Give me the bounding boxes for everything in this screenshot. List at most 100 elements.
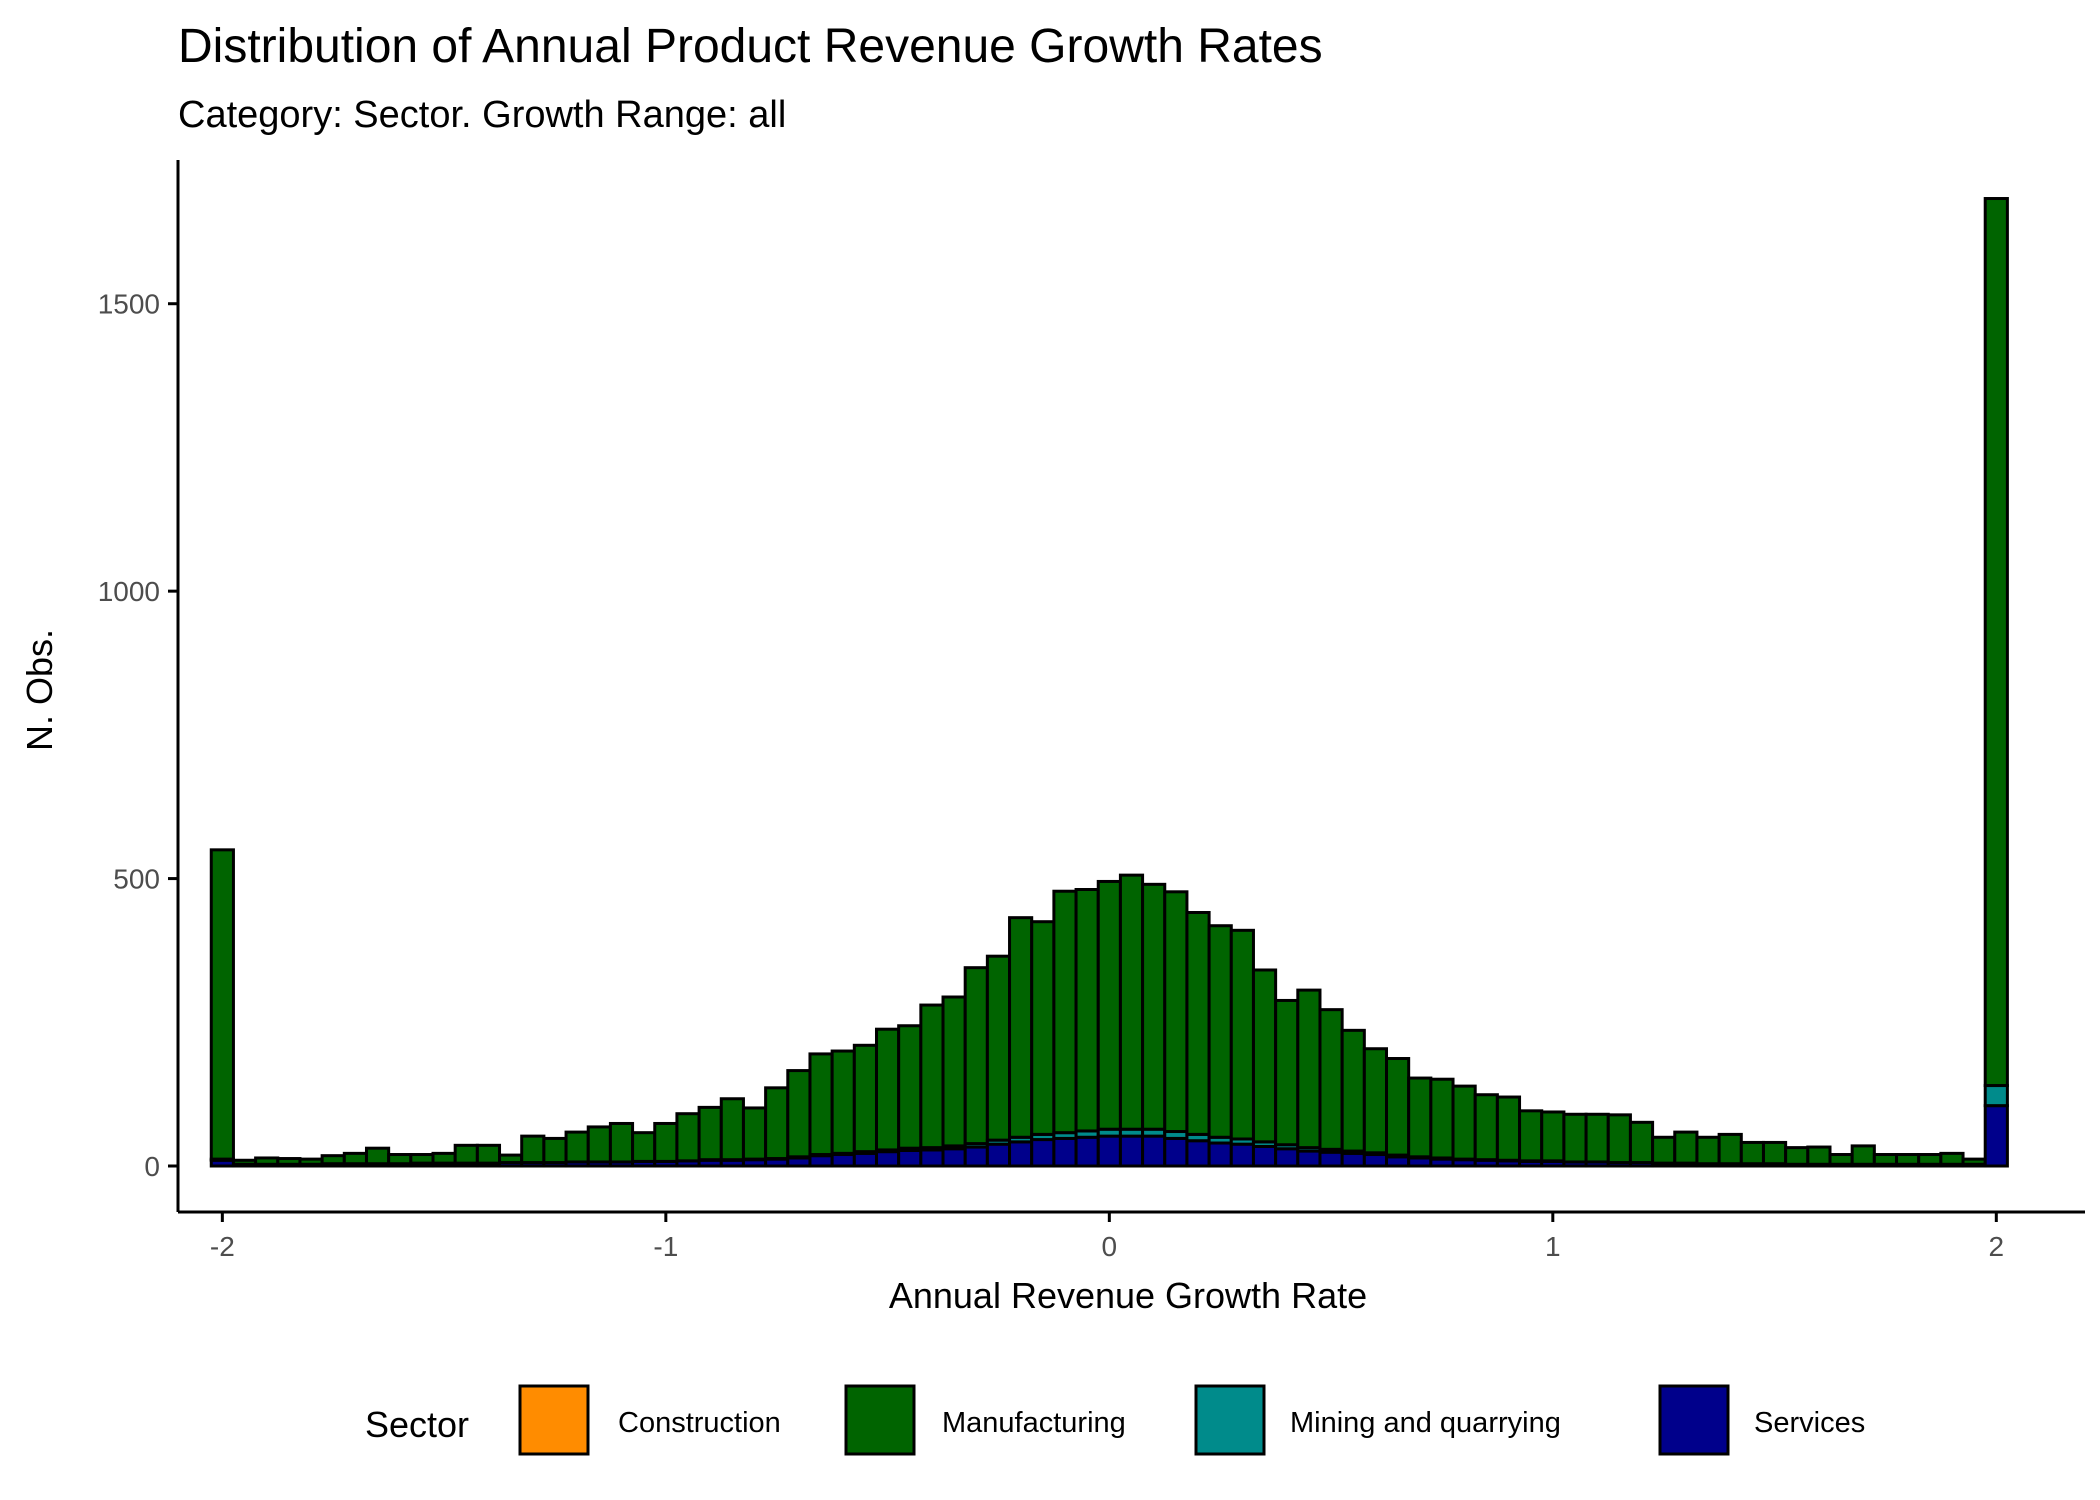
- bar-manufacturing: [608, 1121, 635, 1164]
- bar-manufacturing: [1761, 1140, 1788, 1166]
- bar-manufacturing: [808, 1052, 834, 1157]
- bar-manufacturing: [1673, 1130, 1699, 1165]
- bar-manufacturing: [1651, 1135, 1677, 1165]
- bar-manufacturing: [697, 1105, 723, 1162]
- bar-manufacturing: [631, 1131, 657, 1163]
- legend-key-services: [1658, 1384, 1730, 1456]
- bar-manufacturing: [431, 1151, 457, 1165]
- bar-manufacturing: [1052, 889, 1078, 1135]
- bar-services: [1296, 1149, 1322, 1168]
- bar-manufacturing: [1096, 879, 1122, 1131]
- chart-subtitle: Category: Sector. Growth Range: all: [178, 94, 786, 136]
- bar-services: [1141, 1134, 1167, 1168]
- x-tick-label: -2: [210, 1231, 235, 1262]
- bar-manufacturing: [1628, 1120, 1655, 1165]
- x-axis-title: Annual Revenue Growth Rate: [889, 1275, 1367, 1316]
- bar-services: [808, 1154, 834, 1168]
- bar-manufacturing: [1562, 1112, 1588, 1164]
- legend-key-mining-and-quarrying: [1194, 1384, 1266, 1456]
- bar-services: [1008, 1140, 1034, 1168]
- bar-manufacturing: [1207, 924, 1233, 1139]
- legend-item-construction: Construction: [518, 1384, 781, 1456]
- bar-manufacturing: [1518, 1109, 1544, 1163]
- bar-manufacturing: [741, 1106, 768, 1161]
- bar-manufacturing: [1717, 1132, 1743, 1166]
- bar-manufacturing: [1784, 1146, 1810, 1166]
- bar-manufacturing: [1185, 910, 1211, 1136]
- bar-manufacturing: [852, 1043, 878, 1154]
- bar-manufacturing: [409, 1153, 435, 1165]
- bar-manufacturing: [653, 1121, 679, 1163]
- y-axis-ticks: 0 500 1000 1500: [98, 289, 178, 1182]
- bar-manufacturing: [1318, 1008, 1344, 1151]
- bar-manufacturing: [1850, 1144, 1876, 1166]
- bar-manufacturing: [897, 1024, 923, 1150]
- bar-manufacturing: [1429, 1077, 1455, 1160]
- bar-manufacturing: [1362, 1047, 1389, 1155]
- bar-services: [1229, 1142, 1255, 1168]
- bar-services: [919, 1148, 945, 1168]
- bar-manufacturing: [1296, 988, 1322, 1150]
- bar-manufacturing: [1806, 1145, 1832, 1166]
- bar-services: [1185, 1139, 1211, 1168]
- chart-title: Distribution of Annual Product Revenue G…: [178, 20, 1323, 73]
- legend-item-manufacturing: Manufacturing: [844, 1384, 1126, 1456]
- bar-manufacturing: [564, 1130, 590, 1164]
- x-tick-label: 2: [1989, 1231, 2005, 1262]
- bar-manufacturing: [1695, 1135, 1721, 1166]
- bar-manufacturing: [1451, 1084, 1477, 1161]
- bar-manufacturing: [475, 1143, 502, 1165]
- x-tick-label: 1: [1545, 1231, 1561, 1262]
- x-tick-label: -1: [653, 1231, 678, 1262]
- bar-manufacturing: [830, 1049, 856, 1155]
- bar-services: [1362, 1153, 1389, 1168]
- bar-manufacturing: [320, 1154, 346, 1166]
- bar-manufacturing: [1030, 920, 1056, 1136]
- bar-services: [1340, 1151, 1366, 1168]
- bar-manufacturing: [498, 1153, 524, 1165]
- bar-manufacturing: [1939, 1151, 1965, 1166]
- bar-manufacturing: [1828, 1153, 1854, 1166]
- y-tick-label: 500: [113, 864, 160, 895]
- bar-manufacturing: [1739, 1140, 1765, 1166]
- bar-services: [897, 1148, 923, 1168]
- bars-group: [209, 197, 2009, 1168]
- bar-manufacturing: [1983, 197, 2009, 1088]
- bar-manufacturing: [1229, 928, 1255, 1141]
- bar-manufacturing: [941, 995, 967, 1148]
- bar-services: [1163, 1136, 1189, 1168]
- legend-label-manufacturing: Manufacturing: [942, 1407, 1126, 1439]
- bar-manufacturing: [1872, 1153, 1899, 1166]
- y-tick-label: 0: [144, 1151, 160, 1182]
- bar-services: [1207, 1141, 1233, 1168]
- bar-services: [1318, 1150, 1344, 1168]
- bar-services: [985, 1142, 1012, 1168]
- bar-services: [1052, 1136, 1078, 1168]
- bar-manufacturing: [786, 1069, 812, 1159]
- bar-manufacturing: [1584, 1112, 1610, 1164]
- bar-services: [852, 1151, 878, 1168]
- bar-manufacturing: [1118, 873, 1145, 1131]
- bar-services: [874, 1150, 901, 1168]
- legend: Sector Construction Manufacturing Mining…: [365, 1384, 1865, 1456]
- bar-manufacturing: [1495, 1095, 1522, 1162]
- legend-key-manufacturing: [844, 1384, 916, 1456]
- bar-services: [1074, 1135, 1100, 1168]
- x-tick-label: 0: [1102, 1231, 1118, 1262]
- bar-manufacturing: [719, 1097, 745, 1162]
- bar-manufacturing: [520, 1134, 546, 1165]
- bar-manufacturing: [254, 1156, 280, 1166]
- bar-services: [963, 1145, 989, 1168]
- bar-manufacturing: [985, 954, 1012, 1142]
- bar-services: [941, 1147, 967, 1168]
- bar-manufacturing: [1385, 1057, 1411, 1157]
- bar-services: [1096, 1134, 1122, 1168]
- bar-services: [1983, 1104, 2009, 1168]
- y-tick-label: 1000: [98, 576, 160, 607]
- bar-manufacturing: [963, 966, 989, 1146]
- bar-manufacturing: [1540, 1110, 1566, 1163]
- bar-manufacturing: [453, 1143, 479, 1165]
- bar-manufacturing: [387, 1153, 413, 1166]
